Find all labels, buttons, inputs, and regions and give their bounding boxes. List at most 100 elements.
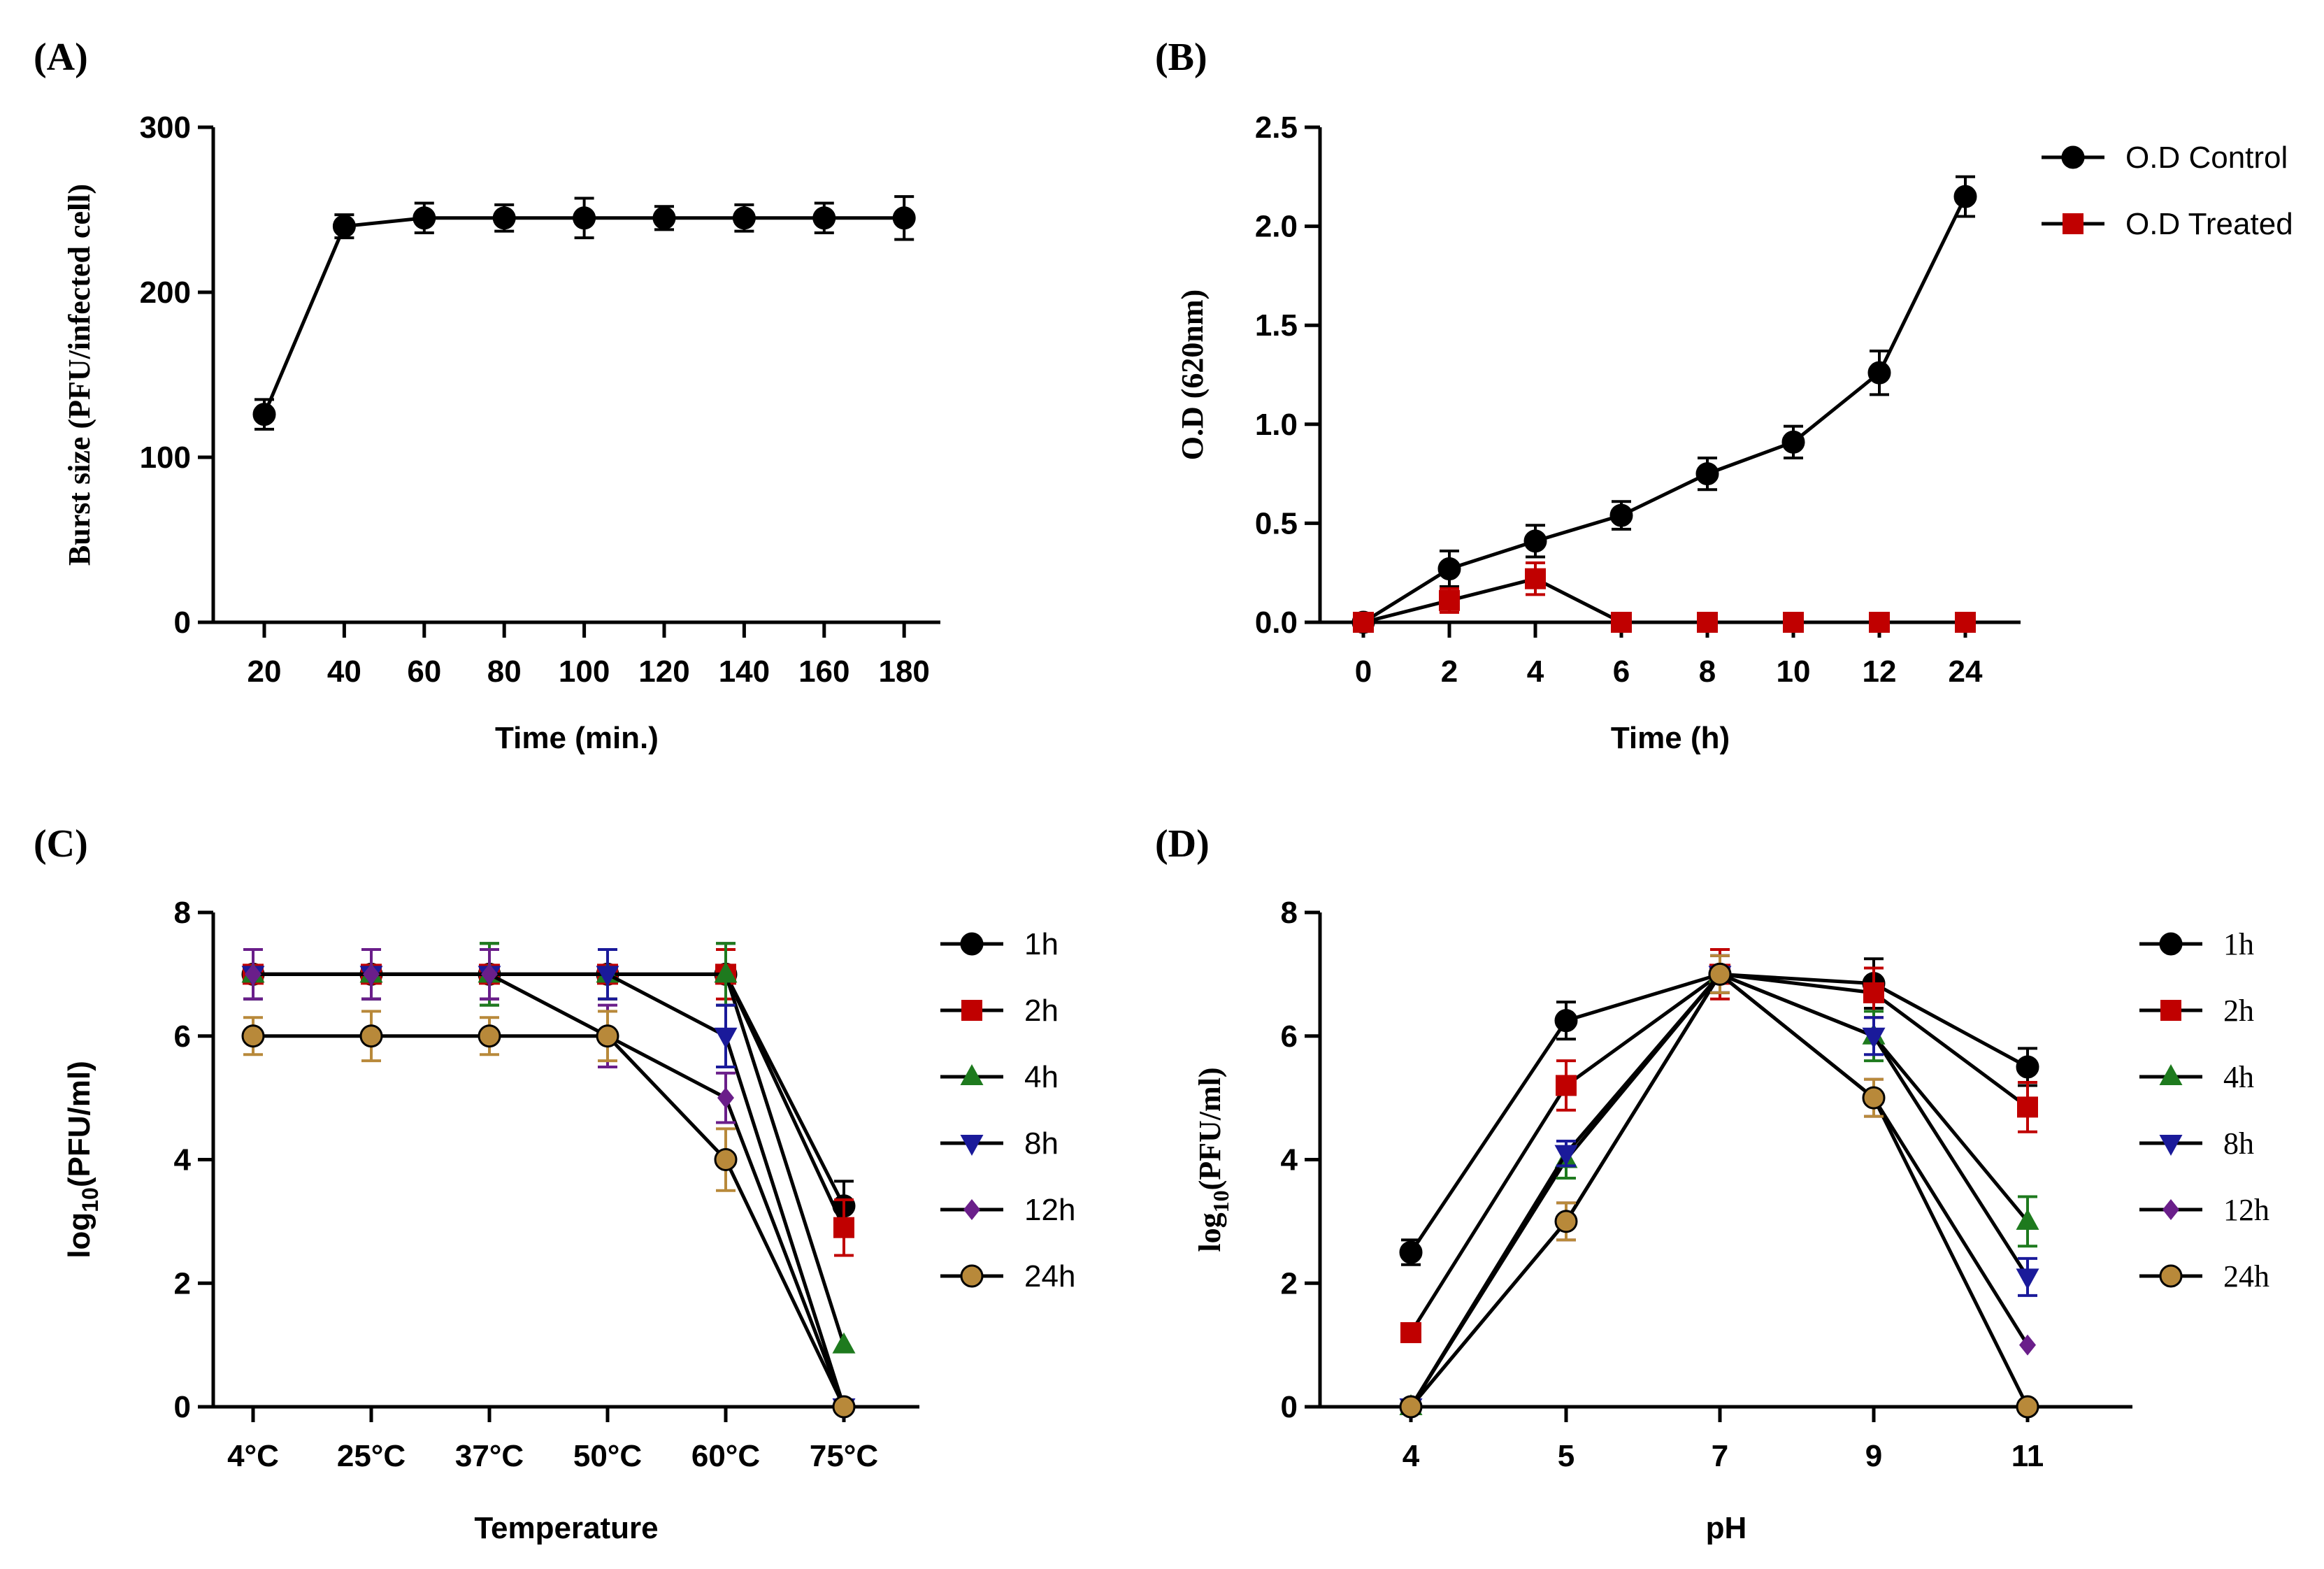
panel-label: (D) xyxy=(1155,822,1210,866)
data-point xyxy=(332,215,356,238)
legend-item: 12h xyxy=(2139,1193,2269,1227)
data-point xyxy=(2019,1334,2036,1356)
y-tick-label: 4 xyxy=(1281,1143,1298,1177)
x-tick-label: 12 xyxy=(1863,654,1897,689)
data-point xyxy=(1867,361,1891,385)
x-axis-title: pH xyxy=(1706,1511,1747,1545)
legend-item: 24h xyxy=(940,1259,1075,1294)
x-tick-label: 4 xyxy=(1403,1439,1420,1473)
legend-item: 8h xyxy=(940,1126,1059,1161)
series-burst-size xyxy=(252,195,916,431)
legend-label: 4h xyxy=(2223,1060,2254,1094)
series-12h xyxy=(1403,954,2036,1417)
data-point xyxy=(714,1027,738,1049)
data-point xyxy=(714,1148,738,1171)
series-24h xyxy=(241,1010,856,1419)
x-tick-label: 75°C xyxy=(810,1439,878,1473)
x-tick-label: 80 xyxy=(487,654,522,689)
legend-label: 8h xyxy=(2223,1126,2254,1161)
data-point xyxy=(1399,1240,1423,1264)
data-point xyxy=(1437,557,1461,581)
x-tick-label: 4 xyxy=(1527,654,1544,689)
data-point xyxy=(833,1217,854,1238)
legend-marker xyxy=(963,1199,980,1220)
data-point xyxy=(652,206,676,230)
panel-label: (C) xyxy=(34,822,88,866)
data-point xyxy=(812,206,836,230)
x-axis-title: Time (h) xyxy=(1611,721,1730,755)
legend-label: 4h xyxy=(1024,1060,1059,1094)
y-tick-label: 4 xyxy=(174,1143,192,1177)
legend-item: 8h xyxy=(2139,1126,2254,1161)
y-tick-label: 8 xyxy=(1281,896,1298,930)
x-tick-label: 5 xyxy=(1558,1439,1575,1473)
data-point xyxy=(481,963,498,985)
data-point xyxy=(1781,430,1805,454)
data-point xyxy=(1525,568,1546,589)
data-point xyxy=(1862,1086,1886,1110)
legend-marker xyxy=(2061,145,2085,169)
y-tick-label: 6 xyxy=(1281,1019,1298,1054)
y-tick-label: 200 xyxy=(140,275,191,310)
x-tick-label: 7 xyxy=(1712,1439,1728,1473)
data-point xyxy=(1554,1210,1578,1233)
legend-item: 2h xyxy=(940,994,1059,1028)
x-tick-label: 37°C xyxy=(455,1439,524,1473)
legend-marker xyxy=(2162,1199,2179,1220)
panel-a: (A) 0 100 200 300 20 40 60 80 100 120 140 160 180 Time… xyxy=(34,36,940,755)
y-tick-label: 100 xyxy=(140,440,191,475)
data-point xyxy=(2016,1268,2039,1290)
data-point xyxy=(1697,612,1718,633)
data-point xyxy=(492,206,516,230)
data-point xyxy=(1863,982,1884,1003)
data-point xyxy=(732,206,756,230)
y-tick-label: 2 xyxy=(174,1266,191,1301)
series-line xyxy=(1409,972,2029,1334)
legend-item: 1h xyxy=(940,927,1059,961)
y-axis-title: log10(PFU/ml) xyxy=(1193,1067,1233,1252)
data-point xyxy=(1708,962,1732,986)
x-tick-label: 160 xyxy=(798,654,849,689)
x-tick-label: 10 xyxy=(1777,654,1811,689)
series-line xyxy=(1362,196,1967,624)
legend-item: 1h xyxy=(2139,927,2254,961)
legend-marker xyxy=(960,932,984,956)
data-point xyxy=(1353,612,1374,633)
x-tick-label: 4°C xyxy=(227,1439,279,1473)
legend-label: O.D Treated xyxy=(2125,207,2293,241)
y-tick-label: 300 xyxy=(140,110,191,145)
y-tick-label: 2.5 xyxy=(1255,110,1298,145)
legend-marker xyxy=(960,1064,984,1085)
legend-label: 24h xyxy=(2223,1259,2269,1294)
data-point xyxy=(1955,612,1976,633)
data-point xyxy=(596,966,619,987)
y-tick-label: 6 xyxy=(174,1019,191,1054)
y-tick-label: 0.5 xyxy=(1255,506,1298,540)
legend-label: 12h xyxy=(2223,1193,2269,1227)
data-point xyxy=(1523,529,1547,553)
legend-marker xyxy=(2159,1135,2183,1156)
data-point xyxy=(2016,1208,2039,1230)
x-axis-title: Temperature xyxy=(474,1511,658,1545)
series-4h xyxy=(1399,954,2039,1415)
legend-label: 2h xyxy=(1024,994,1059,1028)
series-line xyxy=(253,1034,846,1408)
data-point xyxy=(1399,1395,1423,1419)
data-point xyxy=(359,1024,383,1048)
data-point xyxy=(1869,612,1890,633)
legend-label: 24h xyxy=(1024,1259,1075,1294)
data-point xyxy=(252,403,276,427)
data-point xyxy=(573,206,596,230)
x-tick-label: 8 xyxy=(1699,654,1716,689)
y-tick-label: 2 xyxy=(1281,1266,1298,1301)
data-point xyxy=(596,1024,619,1048)
x-tick-label: 40 xyxy=(327,654,361,689)
data-point xyxy=(1953,185,1977,208)
legend-item: 4h xyxy=(940,1060,1059,1094)
data-point xyxy=(1556,1075,1577,1096)
panel-d: (D) 0 2 4 6 8 4 5 7 9 11 pH log10(PFU/ml) 1h 2h 4h 8h 12h… xyxy=(1155,822,2269,1545)
x-axis-title: Time (min.) xyxy=(495,721,659,755)
series-line xyxy=(253,972,846,1407)
y-axis-title: log10(PFU/ml) xyxy=(62,1061,103,1258)
